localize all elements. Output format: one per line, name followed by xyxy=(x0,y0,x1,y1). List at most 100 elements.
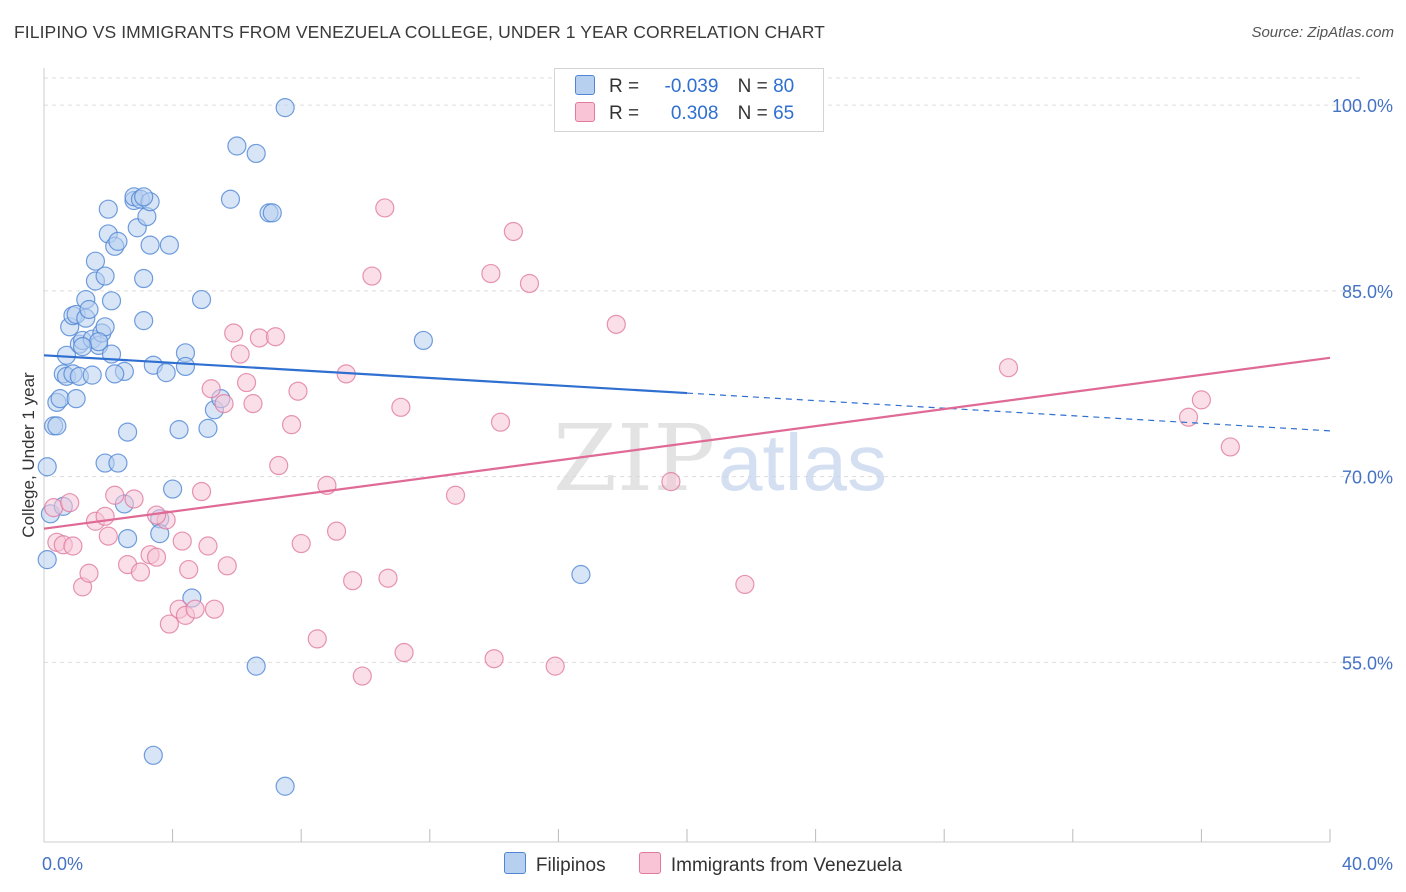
legend-r-value: 0.308 xyxy=(670,103,719,124)
venezuela-point xyxy=(265,327,286,347)
venezuela-point xyxy=(481,263,501,284)
x-tick-label: 0.0% xyxy=(42,854,83,874)
venezuela-point xyxy=(146,547,167,567)
filipino-point xyxy=(175,356,196,377)
y-tick-label: 100.0% xyxy=(1332,96,1393,116)
filipino-point xyxy=(37,457,57,477)
filipino-point xyxy=(275,776,295,796)
venezuela-point xyxy=(375,198,395,218)
venezuela-point xyxy=(519,273,540,294)
filipino-point xyxy=(66,389,86,409)
venezuela-point xyxy=(130,562,151,582)
x-tick-label: 40.0% xyxy=(1342,854,1393,874)
filipino-point xyxy=(163,479,183,499)
filipino-point xyxy=(156,363,176,383)
filipino-point xyxy=(105,364,125,384)
series-swatch-pink xyxy=(638,852,661,874)
filipino-point xyxy=(47,416,67,436)
filipino-point xyxy=(79,299,99,320)
filipino-point xyxy=(159,235,179,255)
venezuela-point xyxy=(185,599,205,619)
venezuela-point xyxy=(661,472,681,492)
venezuela-point xyxy=(243,394,263,414)
venezuela-point xyxy=(352,666,372,686)
filipino-point xyxy=(85,251,106,271)
filipino-point xyxy=(117,528,138,549)
filipino-point xyxy=(89,332,109,352)
venezuela-point xyxy=(490,412,511,432)
venezuela-point xyxy=(105,485,125,505)
filipino-point xyxy=(108,453,128,473)
venezuela-point xyxy=(362,266,382,286)
venezuela-point xyxy=(230,344,250,364)
venezuela-point xyxy=(198,536,218,556)
series-legend-venezuela: Immigrants from Venezuela xyxy=(638,852,903,877)
y-axis-label: College, Under 1 year xyxy=(19,372,38,538)
venezuela-point xyxy=(735,574,755,595)
venezuela-point xyxy=(291,533,311,554)
filipino-point xyxy=(246,656,266,676)
filipino-point xyxy=(140,235,160,255)
correlation-legend: R = -0.039 N = 80 R = 0.308 N = 65 xyxy=(554,68,824,132)
venezuela-point xyxy=(172,531,192,551)
grid-layer xyxy=(44,77,1360,663)
labels-layer: 100.0% 85.0% 70.0% 55.0% 0.0% 40.0% xyxy=(42,96,1393,874)
filipino-point xyxy=(95,266,115,286)
legend-n-value: 80 xyxy=(773,76,795,97)
filipino-point xyxy=(134,311,154,331)
venezuela-point xyxy=(343,571,363,591)
filipino-point xyxy=(198,418,218,438)
filipino-point xyxy=(98,199,118,219)
venezuela-point xyxy=(1178,407,1199,427)
filipino-point xyxy=(72,337,93,357)
venezuela-point xyxy=(63,536,83,556)
venezuela-point xyxy=(204,599,224,619)
filipino-point xyxy=(227,136,247,156)
venezuela-point xyxy=(159,614,179,634)
venezuela-point xyxy=(1220,437,1240,457)
series-legend-label: Filipinos xyxy=(535,855,606,876)
venezuela-point xyxy=(179,559,199,580)
filipino-point xyxy=(413,330,433,351)
filipino-point xyxy=(191,289,212,310)
legend-r-label: R = xyxy=(609,103,640,124)
chart-title: FILIPINO VS IMMIGRANTS FROM VENEZUELA CO… xyxy=(14,22,825,42)
venezuela-point xyxy=(95,506,115,526)
venezuela-point xyxy=(307,629,327,649)
legend-n-value: 65 xyxy=(773,103,795,124)
filipino-trend-extension xyxy=(686,392,1331,432)
venezuela-point xyxy=(281,415,302,435)
legend-r-value: -0.039 xyxy=(664,76,719,97)
venezuela-point xyxy=(503,221,523,242)
series-swatch-blue xyxy=(503,852,526,874)
filipino-point xyxy=(220,189,241,209)
venezuela-point xyxy=(214,394,234,414)
y-tick-label: 85.0% xyxy=(1342,282,1393,302)
watermark-atlas: atlas xyxy=(718,418,887,507)
filipino-point xyxy=(134,187,154,207)
venezuela-point xyxy=(224,323,244,343)
filipino-point xyxy=(262,203,282,223)
venezuela-point xyxy=(998,358,1019,378)
series-legend-label: Immigrants from Venezuela xyxy=(670,855,903,876)
filipino-point xyxy=(143,745,163,765)
venezuela-point xyxy=(44,498,64,518)
legend-n-label: N = xyxy=(737,103,768,124)
filipino-point xyxy=(117,422,138,442)
venezuela-point xyxy=(124,489,144,509)
legend-row-filipinos: R = -0.039 N = 80 xyxy=(575,75,794,99)
filipino-point xyxy=(82,365,102,385)
legend-row-venezuela: R = 0.308 N = 65 xyxy=(575,102,794,126)
series-legend: Filipinos Immigrants from Venezuela xyxy=(0,852,1406,877)
venezuela-point xyxy=(394,642,414,663)
venezuela-point xyxy=(484,649,504,669)
legend-n-label: N = xyxy=(737,76,768,97)
series-legend-filipinos: Filipinos xyxy=(503,852,606,877)
venezuela-point xyxy=(606,314,626,334)
venezuela-point xyxy=(98,526,118,546)
source-label: Source: ZipAtlas.com xyxy=(1251,24,1394,41)
venezuela-point xyxy=(201,379,221,399)
filipino-point xyxy=(37,550,57,570)
venezuela-point xyxy=(79,563,99,583)
